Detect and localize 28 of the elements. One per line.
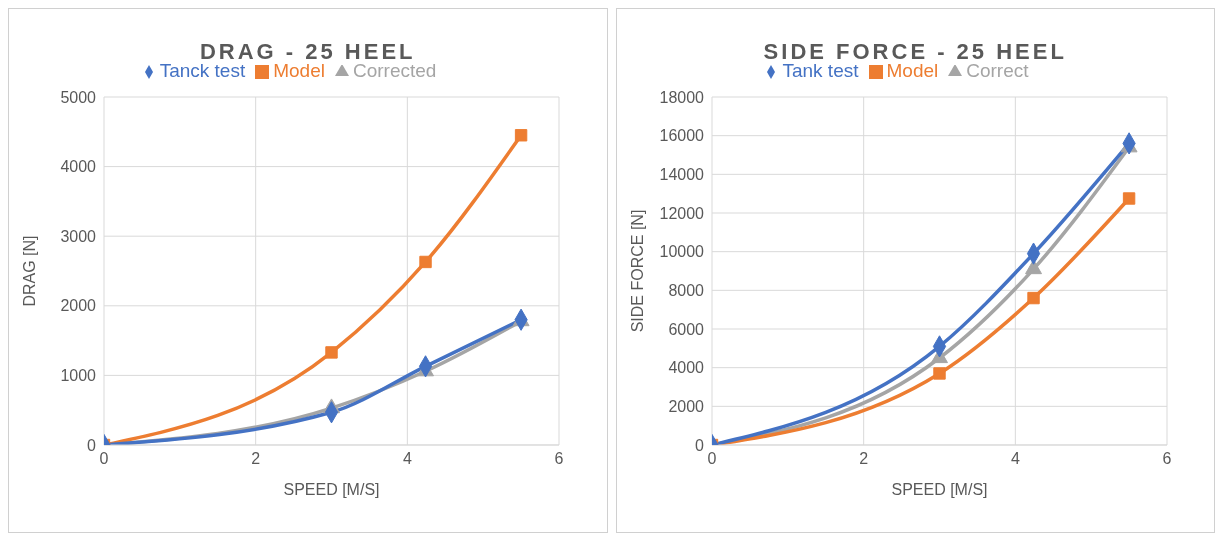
y-axis-title: SIDE FORCE [N] bbox=[628, 209, 646, 333]
x-tick-label: 4 bbox=[1010, 450, 1020, 468]
x-tick-label: 6 bbox=[1162, 450, 1172, 468]
y-tick-label: 4000 bbox=[667, 359, 704, 377]
y-tick-label: 1000 bbox=[60, 367, 97, 385]
x-tick-label: 0 bbox=[99, 450, 109, 468]
x-tick-label: 2 bbox=[858, 450, 868, 468]
x-tick-label: 6 bbox=[554, 450, 564, 468]
y-tick-label: 0 bbox=[87, 436, 97, 454]
y-tick-label: 8000 bbox=[667, 282, 704, 300]
y-tick-label: 2000 bbox=[60, 297, 97, 315]
y-tick-label: 10000 bbox=[659, 243, 704, 261]
y-axis-title: DRAG [N] bbox=[20, 235, 38, 307]
y-tick-label: 3000 bbox=[60, 227, 97, 245]
y-tick-label: 16000 bbox=[659, 127, 704, 145]
y-tick-label: 6000 bbox=[667, 320, 704, 338]
y-tick-label: 0 bbox=[694, 436, 704, 454]
y-tick-label: 12000 bbox=[659, 204, 704, 222]
x-tick-label: 2 bbox=[251, 450, 261, 468]
x-tick-label: 4 bbox=[402, 450, 412, 468]
y-tick-label: 5000 bbox=[60, 88, 97, 106]
y-tick-label: 2000 bbox=[667, 398, 704, 416]
x-axis-title: SPEED [M/S] bbox=[890, 481, 988, 498]
y-tick-label: 14000 bbox=[659, 166, 704, 184]
x-axis-title: SPEED [M/S] bbox=[283, 481, 380, 498]
x-tick-label: 0 bbox=[707, 450, 717, 468]
y-tick-label: 18000 bbox=[659, 88, 704, 106]
y-tick-label: 4000 bbox=[60, 158, 97, 176]
